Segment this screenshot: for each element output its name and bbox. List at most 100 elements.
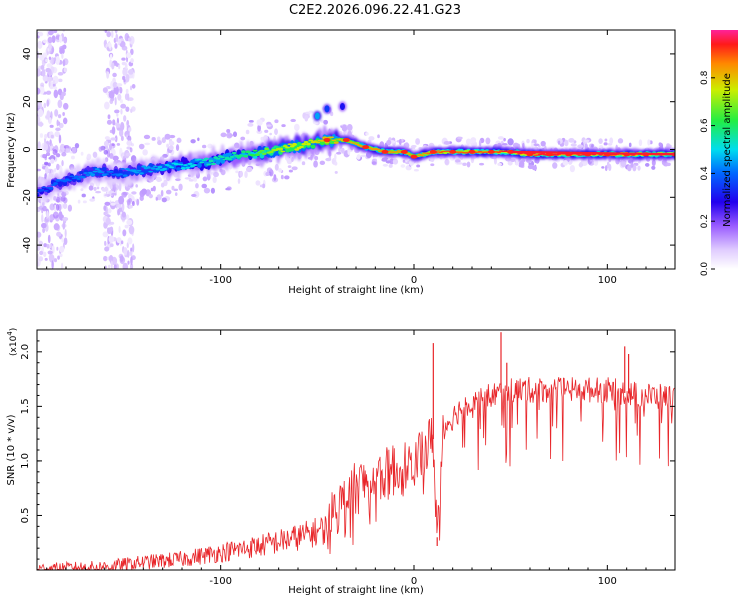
halo-speck <box>143 134 151 140</box>
colorbar-scale <box>711 30 738 269</box>
snr-multiplier: (x104) <box>6 328 19 356</box>
upper-branch-cell <box>324 105 330 113</box>
halo-speck <box>144 142 151 146</box>
noise-speck <box>130 256 133 266</box>
halo-speck <box>584 143 588 150</box>
noise-speck <box>39 86 45 95</box>
ridge-cell <box>496 151 502 153</box>
ridge-cell <box>308 139 314 142</box>
ridge-cell <box>405 152 411 155</box>
noise-speck <box>48 43 52 51</box>
noise-speck <box>106 119 113 125</box>
ridge-cell <box>166 165 172 167</box>
halo-speck <box>501 143 508 146</box>
noise-speck <box>52 82 56 87</box>
y-tick-label: 2.0 <box>20 344 31 360</box>
halo-speck <box>48 157 52 160</box>
ridge-cell <box>301 142 307 146</box>
halo-speck <box>526 138 530 144</box>
ridge-peaks <box>323 137 675 159</box>
noise-speck <box>44 257 48 261</box>
halo-speck <box>518 160 525 168</box>
halo-speck <box>360 154 367 158</box>
noise-speck <box>106 31 112 38</box>
ridge-cell <box>145 166 151 169</box>
noise-speck <box>114 30 118 34</box>
ridge-cell <box>368 147 374 150</box>
halo-speck <box>164 133 171 140</box>
ridge-cell <box>85 174 91 176</box>
halo-speck <box>47 162 51 167</box>
ridge-cell <box>178 163 184 166</box>
ridge-cell <box>81 176 86 179</box>
x-tick-label: -100 <box>209 275 232 286</box>
halo-speck <box>644 162 650 167</box>
noise-speck <box>62 44 67 50</box>
noise-speck <box>118 128 124 137</box>
ridge-cell <box>475 151 481 153</box>
ridge-cell <box>120 168 126 170</box>
noise-speck <box>112 119 116 126</box>
y-tick-label: 20 <box>22 95 33 108</box>
noise-speck <box>42 227 46 233</box>
ridge-cell <box>329 136 335 139</box>
halo-speck <box>81 193 86 198</box>
halo-speck <box>280 174 284 180</box>
noise-speck <box>120 108 123 115</box>
halo-speck <box>168 134 176 139</box>
halo-speck <box>237 178 241 185</box>
halo-speck <box>101 187 108 192</box>
halo-speck <box>120 152 126 160</box>
ridge-cell <box>261 152 267 155</box>
noise-speck <box>114 86 119 95</box>
halo-speck <box>165 189 172 195</box>
halo-speck <box>630 162 634 168</box>
ridge-cell <box>48 186 54 190</box>
noise-speck <box>59 253 63 258</box>
ridge-cell <box>229 156 235 158</box>
noise-speck <box>117 208 120 216</box>
ridge-cell <box>162 167 168 171</box>
halo-speck <box>330 111 334 117</box>
noise-speck <box>62 102 69 110</box>
y-tick-label: 40 <box>22 48 33 61</box>
halo-speck <box>50 158 55 164</box>
ridge-cell <box>199 161 205 164</box>
halo-speck <box>248 120 254 123</box>
halo-speck <box>493 157 497 165</box>
ridge-cell <box>259 149 265 152</box>
upper-branch-cell <box>314 112 320 120</box>
noise-speck <box>110 137 117 141</box>
noise-speck <box>127 68 134 75</box>
noise-speck <box>53 86 58 90</box>
noise-speck <box>37 40 43 49</box>
ridge-cell <box>157 165 163 169</box>
noise-speck <box>117 204 122 208</box>
noise-speck <box>109 226 114 232</box>
spectrogram-y-axis: -40 -20 0 20 40 <box>22 48 675 253</box>
noise-speck <box>114 135 118 143</box>
halo-speck <box>365 132 369 136</box>
halo-speck <box>319 160 326 166</box>
halo-speck <box>122 191 129 196</box>
halo-speck <box>609 137 614 145</box>
halo-speck <box>416 164 421 168</box>
halo-speck <box>42 205 47 212</box>
halo-speck <box>212 176 217 184</box>
halo-speck <box>43 161 49 166</box>
ridge-peak <box>410 154 418 159</box>
halo-speck <box>465 138 472 145</box>
halo-speck <box>86 153 92 160</box>
halo-speck <box>193 177 198 182</box>
noise-speck <box>54 57 57 62</box>
halo-speck <box>617 138 624 144</box>
ridge-cell <box>396 150 402 152</box>
noise-speck <box>127 37 132 42</box>
ridge-cell <box>74 175 79 179</box>
noise-speck <box>43 243 47 248</box>
halo-speck <box>113 184 120 191</box>
halo-speck <box>225 187 231 191</box>
halo-speck <box>294 123 300 131</box>
ridge-cell <box>313 140 318 142</box>
halo-speck <box>398 138 402 145</box>
